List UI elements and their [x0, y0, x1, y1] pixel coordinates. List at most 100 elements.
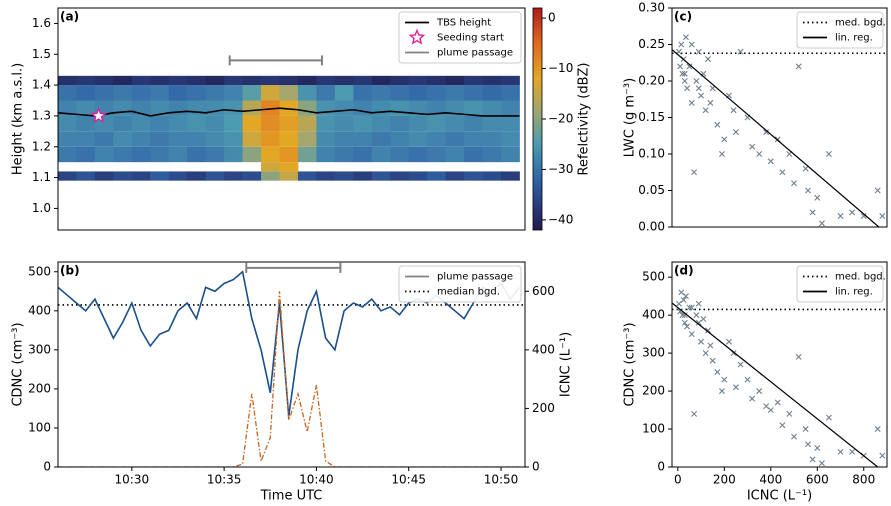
heatmap-cell: [224, 115, 243, 132]
legend-box: [796, 11, 884, 49]
scatter-point: [682, 293, 689, 300]
scatter-point: [767, 407, 774, 414]
legend: med. bgd. lin. reg.: [796, 11, 886, 49]
heatmap-cell: [187, 115, 207, 132]
legend-label: med. bgd.: [835, 18, 886, 29]
scatter-point: [732, 384, 739, 391]
heatmap-cell: [371, 131, 391, 147]
heatmap-cell: [168, 75, 188, 86]
heatmap-cell: [58, 146, 77, 163]
heatmap-cell: [408, 100, 428, 116]
heatmap-cell: [242, 75, 262, 86]
heatmap-cell: [94, 85, 114, 101]
scatter-point: [681, 312, 688, 319]
heatmap-cell: [427, 115, 447, 132]
legend-label: TBS height: [436, 18, 491, 29]
heatmap-cell: [279, 115, 299, 132]
series-line: [58, 291, 520, 467]
heatmap-cell: [390, 115, 410, 132]
heatmap-cell: [371, 100, 391, 116]
scatter-point: [804, 187, 811, 194]
legend-label: Seeding start: [437, 33, 504, 44]
scatter-point: [849, 448, 856, 455]
colorbar-tick-label: −20: [548, 112, 573, 126]
scatter-point: [700, 315, 707, 322]
heatmap-cell: [131, 85, 151, 101]
legend: plume passage median bgd.: [398, 265, 522, 303]
y2-tick-label: 200: [532, 401, 555, 415]
scatter-point: [763, 129, 770, 136]
heatmap-cell: [297, 85, 317, 101]
heatmap-cell: [353, 75, 373, 86]
heatmap-cell: [445, 100, 465, 116]
heatmap-cell: [353, 115, 373, 132]
heatmap-cell: [94, 75, 114, 86]
x-tick-label: 10:30: [115, 473, 150, 487]
y-tick-label: 0.30: [638, 1, 665, 15]
y-tick-label: 200: [642, 384, 665, 398]
heatmap-cell: [464, 131, 483, 147]
colorbar: [532, 7, 543, 231]
colorbar-tick-label: −10: [548, 61, 573, 75]
y-tick-label: 0.00: [638, 220, 665, 234]
heatmap-cell: [297, 100, 317, 116]
heatmap-cell: [501, 115, 520, 132]
heatmap-cell: [224, 146, 243, 163]
legend: med. bgd. lin. reg.: [796, 265, 886, 303]
heatmap-cell: [224, 85, 243, 101]
y-tick-label: 300: [28, 342, 51, 356]
heatmap-cell: [76, 75, 96, 86]
heatmap-cell: [316, 75, 336, 86]
scatter-point: [874, 187, 881, 194]
scatter-point: [791, 433, 798, 440]
heatmap-cell: [205, 171, 225, 181]
heatmap-cell: [94, 171, 114, 181]
heatmap-cell: [113, 171, 133, 181]
heatmap-cell: [205, 75, 225, 86]
y2-tick-label: 600: [532, 284, 555, 298]
scatter-point: [695, 85, 702, 92]
heatmap-cell: [187, 171, 207, 181]
scatter-point: [714, 369, 721, 376]
heatmap-cell: [334, 131, 354, 147]
y-tick-label: 0.05: [638, 183, 665, 197]
heatmap-cell: [131, 115, 151, 132]
heatmap-cell: [242, 100, 262, 116]
heatmap-cell: [168, 171, 188, 181]
scatter-point: [774, 399, 781, 406]
legend-box: [796, 265, 884, 303]
legend-label: plume passage: [437, 48, 513, 59]
heatmap-cell: [242, 85, 262, 101]
heatmap-cell: [187, 85, 207, 101]
heatmap-cell: [501, 171, 520, 181]
scatter-point: [732, 129, 739, 136]
x-tick-label: 10:45: [391, 473, 426, 487]
scatter-point: [725, 338, 732, 345]
heatmap-cell: [482, 146, 502, 163]
scatter-point: [879, 452, 886, 459]
heatmap-cell: [482, 100, 502, 116]
legend-label: lin. reg.: [835, 33, 873, 44]
heatmap-cell: [113, 115, 133, 132]
heatmap-cell: [131, 131, 151, 147]
legend-symbol: [408, 28, 426, 45]
heatmap-cell: [316, 100, 336, 116]
heatmap-cell: [131, 171, 151, 181]
heatmap-cell: [390, 171, 410, 181]
plume-passage-bar: [245, 262, 342, 273]
y-tick-label: 1.5: [32, 47, 51, 61]
heatmap-cell: [408, 75, 428, 86]
heatmap-cell: [187, 75, 207, 86]
scatter-point: [818, 220, 825, 227]
heatmap-cell: [261, 85, 280, 101]
heatmap-cell: [408, 85, 428, 101]
scatter-point: [684, 85, 691, 92]
y2-axis-label: ICNC (L⁻¹): [559, 332, 574, 397]
heatmap-cell: [353, 171, 373, 181]
heatmap-cell: [205, 146, 225, 163]
scatter-point: [681, 70, 688, 77]
scatter-point: [879, 213, 886, 220]
scatter-point: [688, 331, 695, 338]
heatmap-cell: [501, 100, 520, 116]
